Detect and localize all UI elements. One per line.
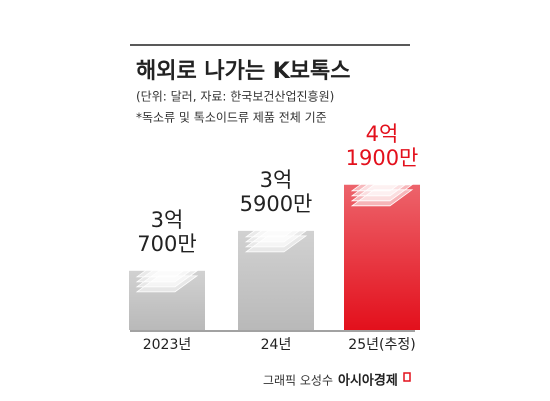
value-label: 3억 (151, 208, 184, 232)
money-stack (350, 189, 414, 207)
x-tick-label: 24년 (261, 337, 292, 353)
x-tick-label: 25년(추정) (348, 337, 415, 353)
note: *독소류 및 톡소이드류 제품 전체 기준 (136, 111, 327, 125)
money-stack (244, 235, 308, 253)
value-label: 700만 (137, 232, 196, 256)
value-label: 5900만 (240, 192, 313, 216)
bar-shade (344, 184, 420, 330)
credit: 그래픽 오성수 (263, 374, 333, 388)
subtitle: (단위: 달러, 자료: 한국보건산업진흥원) (136, 90, 334, 104)
value-label: 1900만 (346, 146, 419, 170)
chart-title: 해외로 나가는 K보톡스 (136, 59, 351, 84)
value-label: 3억 (260, 168, 293, 192)
value-label: 4억 (366, 122, 399, 146)
x-tick-label: 2023년 (143, 337, 192, 353)
source-icon (403, 372, 411, 382)
source: 아시아경제 (338, 373, 398, 389)
money-stack (135, 275, 199, 293)
